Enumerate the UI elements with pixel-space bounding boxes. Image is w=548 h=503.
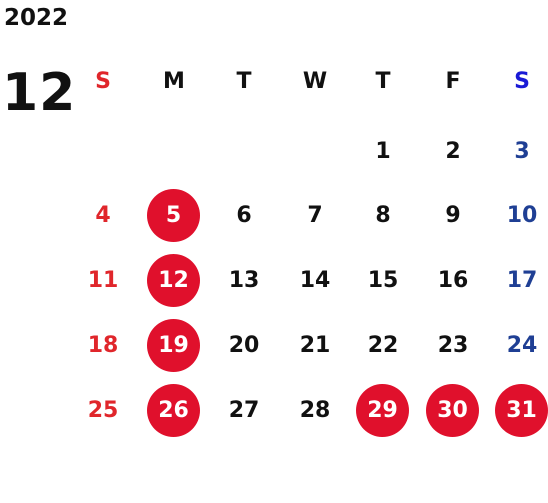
- day-28: 28: [299, 398, 331, 423]
- day-20: 20: [228, 333, 260, 358]
- day-9: 9: [445, 203, 461, 228]
- day-26: 26: [147, 384, 200, 437]
- day-17: 17: [506, 268, 538, 293]
- weekday-header-thu: T: [375, 69, 391, 94]
- day-10: 10: [506, 203, 538, 228]
- calendar-month: 12: [2, 63, 77, 123]
- calendar-year: 2022: [4, 5, 69, 31]
- day-16: 16: [437, 268, 469, 293]
- day-2: 2: [445, 139, 461, 164]
- day-15: 15: [367, 268, 399, 293]
- day-12: 12: [147, 254, 200, 307]
- day-25: 25: [87, 398, 119, 423]
- day-14: 14: [299, 268, 331, 293]
- day-7: 7: [307, 203, 323, 228]
- day-4: 4: [95, 203, 111, 228]
- day-5: 5: [147, 189, 200, 242]
- day-22: 22: [367, 333, 399, 358]
- day-13: 13: [228, 268, 260, 293]
- day-18: 18: [87, 333, 119, 358]
- day-24: 24: [506, 333, 538, 358]
- day-21: 21: [299, 333, 331, 358]
- day-3: 3: [514, 139, 530, 164]
- day-1: 1: [375, 139, 391, 164]
- day-30: 30: [426, 384, 479, 437]
- day-19: 19: [147, 319, 200, 372]
- weekday-header-wed: W: [302, 69, 328, 94]
- weekday-header-sun: S: [95, 69, 111, 94]
- day-23: 23: [437, 333, 469, 358]
- day-8: 8: [375, 203, 391, 228]
- weekday-header-mon: M: [163, 69, 185, 94]
- day-6: 6: [236, 203, 252, 228]
- weekday-header-sat: S: [514, 69, 530, 94]
- day-31: 31: [495, 384, 548, 437]
- day-29: 29: [356, 384, 409, 437]
- day-11: 11: [87, 268, 119, 293]
- day-27: 27: [228, 398, 260, 423]
- weekday-header-fri: F: [445, 69, 461, 94]
- weekday-header-tue: T: [236, 69, 252, 94]
